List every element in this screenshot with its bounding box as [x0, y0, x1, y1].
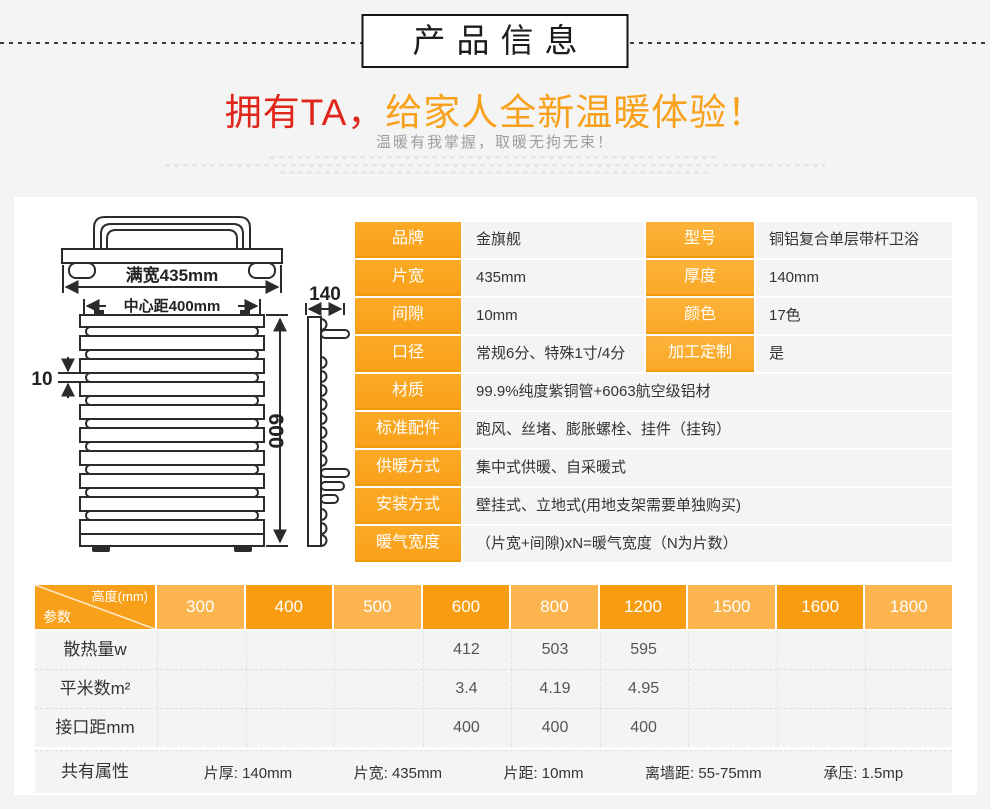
- height-parameter-table: 高度(mm) 参数 300 400 500 600 800 1200 1500 …: [35, 585, 952, 793]
- spec-label: 间隙: [355, 298, 461, 334]
- spec-label: 厚度: [646, 260, 754, 296]
- height-column: 1200: [599, 585, 687, 629]
- corner-label-param: 参数: [43, 609, 71, 625]
- headline: 拥有TA，给家人全新温暖体验！: [0, 82, 990, 136]
- height-column: 800: [511, 585, 598, 629]
- spec-label: 品牌: [355, 222, 461, 258]
- table-cell: 412: [422, 631, 510, 669]
- table-cell: 4.95: [599, 670, 687, 708]
- table-cell: [157, 709, 244, 747]
- spec-value: 17色: [756, 298, 952, 334]
- table-cell: 4.19: [511, 670, 598, 708]
- table-cell: [245, 631, 333, 669]
- row-label: 接口距mm: [55, 718, 135, 737]
- spec-value: 99.9%纯度紫铜管+6063航空级铝材: [463, 374, 952, 410]
- spec-value: 壁挂式、立地式(用地支架需要单独购买): [463, 488, 952, 524]
- watermark-line: [270, 156, 720, 159]
- row-label: 平米数m²: [59, 679, 131, 698]
- table-cell: [776, 709, 864, 747]
- dim-label-depth: 140: [309, 284, 341, 305]
- watermark-line: [165, 164, 825, 167]
- table-cell: 400: [511, 709, 598, 747]
- spec-label: 颜色: [646, 298, 754, 334]
- table-cell: 400: [599, 709, 687, 747]
- spec-value: 435mm: [463, 260, 644, 296]
- section-title: 产品信息: [361, 14, 629, 68]
- table-cell: [245, 709, 333, 747]
- table-row: 接口距mm 400 400 400: [35, 708, 952, 747]
- spec-value: 常规6分、特殊1寸/4分: [463, 336, 644, 372]
- watermark-line: [280, 171, 710, 174]
- table-row: 散热量w 412 503 595: [35, 631, 952, 669]
- spec-label: 供暖方式: [355, 450, 461, 486]
- spec-value: 140mm: [756, 260, 952, 296]
- height-column: 1500: [688, 585, 775, 629]
- spec-label: 材质: [355, 374, 461, 410]
- corner-label-height: 高度(mm): [91, 589, 148, 604]
- dim-label-full-width: 满宽435mm: [126, 265, 219, 285]
- table-cell: [334, 670, 421, 708]
- headline-red: 拥有TA，: [224, 92, 386, 133]
- height-table-body: 散热量w 412 503 595 平米数m² 3.4 4.19 4.95: [35, 631, 952, 747]
- subtitle: 温暖有我掌握，取暖无拘无束！: [375, 134, 614, 151]
- corner-cell: 高度(mm) 参数: [35, 585, 155, 629]
- table-cell: 3.4: [422, 670, 510, 708]
- spec-label: 片宽: [355, 260, 461, 296]
- spec-table: 品牌 金旗舰 型号 铜铝复合单层带杆卫浴 片宽 435mm 厚度 140mm 间…: [355, 222, 952, 562]
- table-cell: 503: [511, 631, 598, 669]
- technical-drawing: 满宽435mm 中心距400mm 10 600 140: [31, 216, 350, 552]
- height-column: 500: [334, 585, 421, 629]
- dim-label-fin-gap: 10: [31, 369, 52, 390]
- spec-label: 加工定制: [646, 336, 754, 372]
- dim-label-center-distance: 中心距400mm: [124, 297, 221, 315]
- height-table-header: 高度(mm) 参数 300 400 500 600 800 1200 1500 …: [35, 585, 952, 629]
- height-column: 300: [157, 585, 244, 629]
- common-attribute-items: 片厚: 140mm 片宽: 435mm 片距: 10mm 离墙距: 55-75m…: [155, 751, 952, 793]
- spec-label: 暖气宽度: [355, 526, 461, 562]
- diagonal-line: [35, 585, 155, 629]
- spec-label: 口径: [355, 336, 461, 372]
- table-cell: [776, 670, 864, 708]
- common-attribute: 片厚: 140mm: [203, 764, 293, 782]
- table-cell: [688, 709, 775, 747]
- height-column: 600: [422, 585, 510, 629]
- table-cell: [865, 631, 952, 669]
- table-cell: [157, 631, 244, 669]
- row-label: 共有属性: [61, 762, 129, 781]
- common-attribute: 离墙距: 55-75mm: [644, 764, 762, 782]
- common-attribute: 承压: 1.5mp: [823, 764, 904, 782]
- table-cell: 595: [599, 631, 687, 669]
- table-cell: 400: [422, 709, 510, 747]
- common-attribute: 片宽: 435mm: [353, 764, 442, 782]
- height-column: 400: [245, 585, 333, 629]
- table-cell: [334, 631, 421, 669]
- spec-value: 是: [756, 336, 952, 372]
- headline-orange: 给家人全新温暖体验！: [385, 92, 766, 133]
- common-attributes-row: 共有属性 片厚: 140mm 片宽: 435mm 片距: 10mm 离墙距: 5…: [35, 750, 952, 793]
- table-cell: [688, 670, 775, 708]
- table-cell: [245, 670, 333, 708]
- spec-value: （片宽+间隙)xN=暖气宽度（N为片数）: [463, 526, 952, 562]
- table-cell: [157, 670, 244, 708]
- spec-label: 标准配件: [355, 412, 461, 448]
- table-cell: [688, 631, 775, 669]
- spec-value: 集中式供暖、自采暖式: [463, 450, 952, 486]
- table-cell: [865, 709, 952, 747]
- height-column: 1600: [776, 585, 864, 629]
- spec-label: 型号: [646, 222, 754, 258]
- table-row: 平米数m² 3.4 4.19 4.95: [35, 669, 952, 708]
- product-info-card: 满宽435mm 中心距400mm 10 600 140 品牌 金旗舰 型号 铜铝…: [14, 197, 977, 795]
- row-label: 散热量w: [63, 640, 127, 659]
- spec-label: 安装方式: [355, 488, 461, 524]
- spec-value: 金旗舰: [463, 222, 644, 258]
- height-column: 1800: [865, 585, 952, 629]
- dim-label-height: 600: [264, 413, 287, 448]
- table-cell: [776, 631, 864, 669]
- table-cell: [865, 670, 952, 708]
- common-attribute: 片距: 10mm: [503, 764, 584, 782]
- spec-value: 跑风、丝堵、膨胀螺栓、挂件（挂钩）: [463, 412, 952, 448]
- table-cell: [334, 709, 421, 747]
- spec-value: 铜铝复合单层带杆卫浴: [756, 222, 952, 258]
- spec-value: 10mm: [463, 298, 644, 334]
